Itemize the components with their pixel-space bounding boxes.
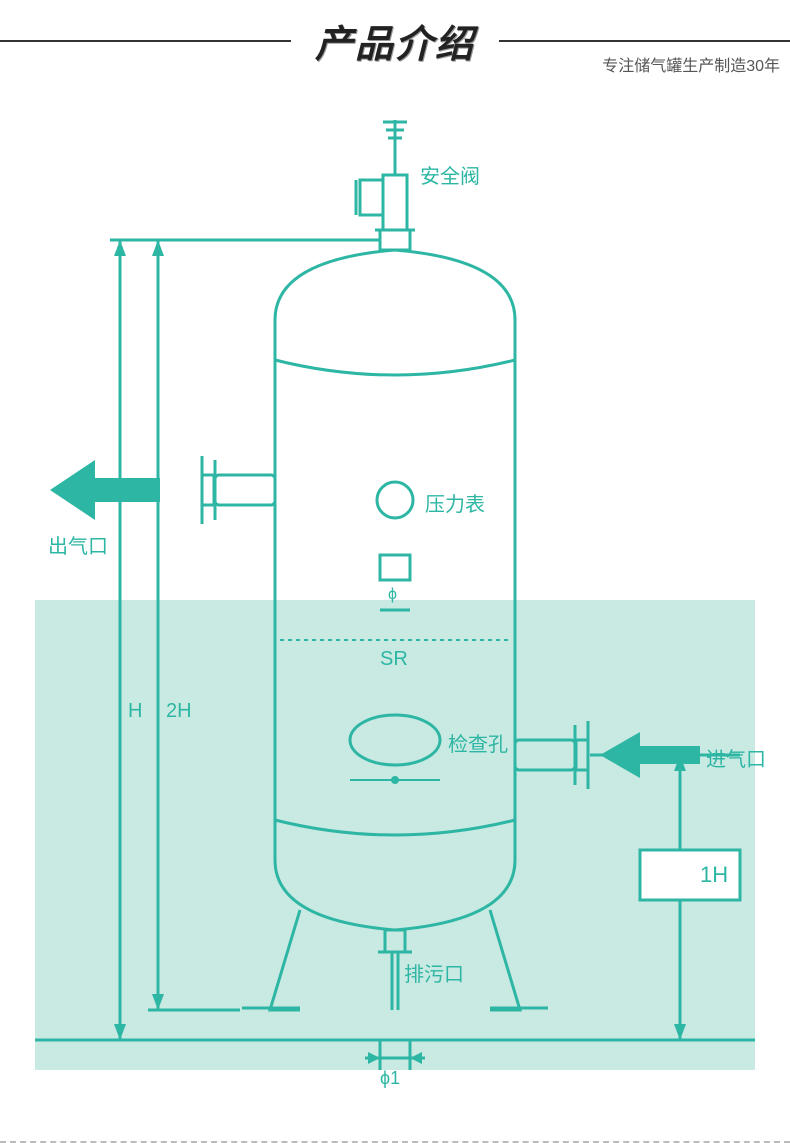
label-sr: SR bbox=[380, 648, 408, 671]
label-outlet: 出气口 bbox=[48, 530, 108, 559]
label-safety-valve: 安全阀 bbox=[420, 160, 480, 189]
label-pressure: 压力表 bbox=[425, 488, 485, 517]
label-drain: 排污口 bbox=[404, 958, 464, 987]
tank-diagram: 安全阀 出气口 压力表 ϕ SR 检查孔 进气口 排污口 ϕ1 H 2H 1H bbox=[0, 80, 790, 1100]
dim-2H: 2H bbox=[166, 700, 192, 723]
label-phi: ϕ bbox=[388, 586, 397, 604]
label-inlet: 进气口 bbox=[706, 743, 766, 772]
page-subtitle: 专注储气罐生产制造30年 bbox=[602, 52, 780, 76]
label-inspection: 检查孔 bbox=[448, 728, 508, 757]
page-title: 产品介绍 bbox=[291, 13, 499, 68]
label-phi1: ϕ1 bbox=[380, 1068, 400, 1089]
page-header: 产品介绍 专注储气罐生产制造30年 bbox=[0, 0, 790, 80]
dim-H: H bbox=[128, 700, 142, 723]
dim-1H: 1H bbox=[700, 862, 728, 888]
